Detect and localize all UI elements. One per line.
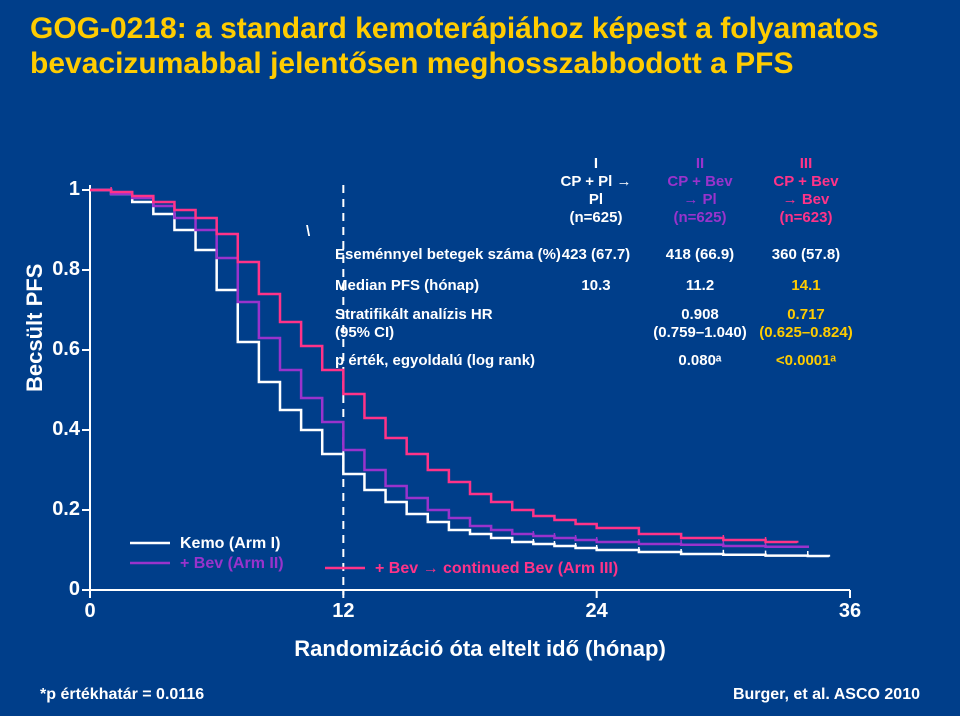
backslash-mark: \ [306, 223, 310, 240]
table-row-label: (95% CI) [335, 324, 394, 341]
table-cell: 0.717 [741, 306, 871, 323]
table-header: (n=625) [541, 209, 651, 227]
table-row-label: p érték, egyoldalú (log rank) [335, 352, 535, 369]
table-header: (n=625) [645, 209, 755, 227]
x-axis-label: Randomizáció óta eltelt idő (hónap) [0, 636, 960, 662]
table-row-label: Stratifikált analízis HR [335, 306, 493, 323]
table-header: → Bev [751, 191, 861, 209]
table-header: CP + Bev [751, 173, 861, 191]
y-tick-label: 0.6 [50, 338, 80, 361]
table-cell: 14.1 [741, 277, 871, 294]
table-cell: 360 (57.8) [741, 246, 871, 263]
footer-right: Burger, et al. ASCO 2010 [733, 686, 920, 704]
x-tick-label: 36 [830, 600, 870, 623]
footer-left: *p értékhatár = 0.0116 [40, 686, 204, 704]
table-header: III [751, 155, 861, 173]
y-tick-label: 0 [50, 578, 80, 601]
x-tick-label: 0 [70, 600, 110, 623]
table-header: CP + Bev [645, 173, 755, 191]
table-row-label: Median PFS (hónap) [335, 277, 479, 294]
x-tick-label: 24 [577, 600, 617, 623]
table-header: Pl [541, 191, 651, 209]
y-tick-label: 0.2 [50, 498, 80, 521]
x-tick-label: 12 [323, 600, 363, 623]
y-tick-label: 1 [50, 178, 80, 201]
table-header: → Pl [645, 191, 755, 209]
legend-arm3: + Bev → continued Bev (Arm III) [375, 560, 618, 578]
y-tick-label: 0.4 [50, 418, 80, 441]
table-header: I [541, 155, 651, 173]
table-row-label: Eseménnyel betegek száma (%) [335, 246, 561, 263]
y-tick-label: 0.8 [50, 258, 80, 281]
legend-arm1: Kemo (Arm I) [180, 535, 280, 553]
y-axis-label: Becsült PFS [22, 264, 48, 392]
table-cell: (0.625–0.824) [741, 324, 871, 341]
table-header: II [645, 155, 755, 173]
table-cell: <0.0001ᵃ [741, 352, 871, 369]
table-header: CP + Pl → [541, 173, 651, 191]
legend-arm2: + Bev (Arm II) [180, 555, 284, 573]
table-header: (n=623) [751, 209, 861, 227]
